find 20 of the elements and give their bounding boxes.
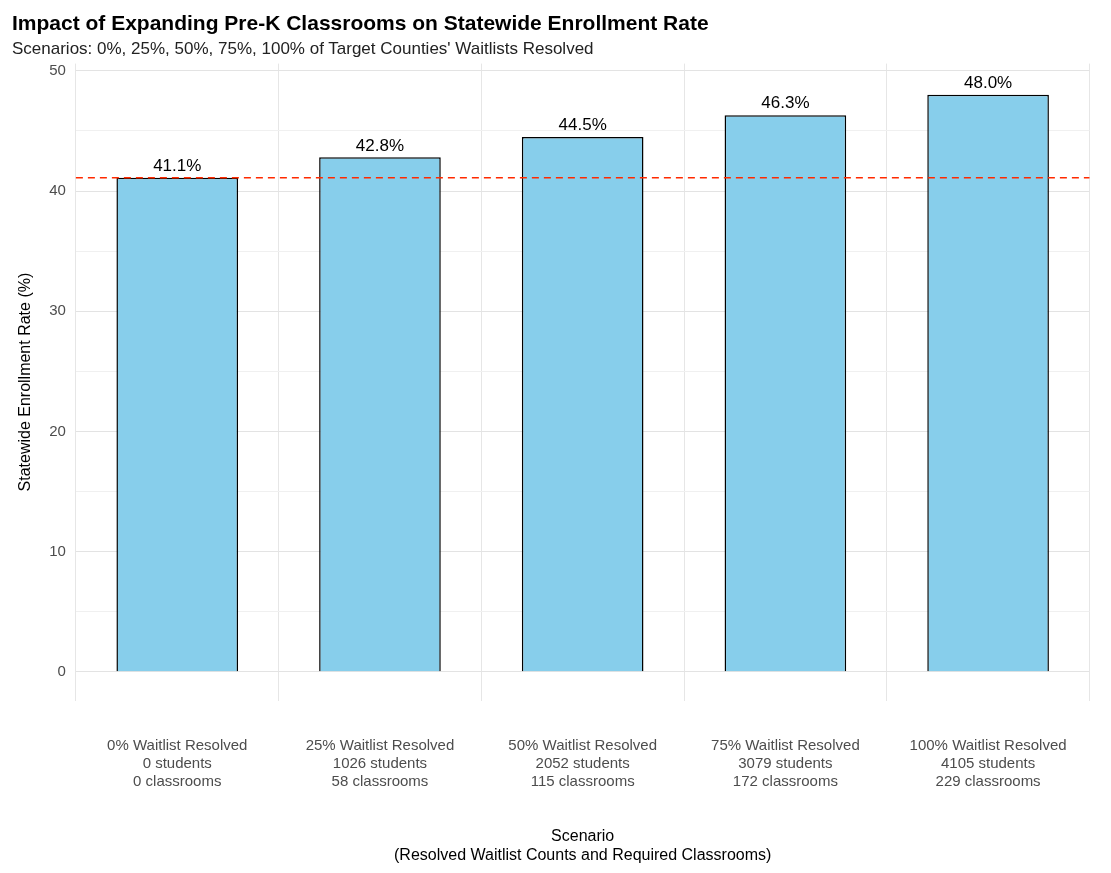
data-label: 46.3%: [761, 93, 810, 113]
y-tick-label: 20: [49, 421, 66, 439]
y-tick-label: 30: [49, 301, 66, 319]
y-axis-title: Statewide Enrollment Rate (%): [16, 272, 34, 492]
y-tick-label: 10: [49, 541, 66, 559]
chart-title: Impact of Expanding Pre-K Classrooms on Statewide Enrollment Rate: [12, 11, 709, 35]
chart-subtitle: Scenarios: 0%, 25%, 50%, 75%, 100% of Target Counties' Waitlists Resolved: [12, 39, 594, 59]
x-tick-label: 100% Waitlist Resolved 4105 students 229 classrooms: [909, 735, 1067, 789]
data-label: 48.0%: [963, 73, 1013, 93]
y-tick-label: 40: [49, 181, 66, 199]
y-tick-label: 0: [57, 661, 66, 679]
x-axis-title: Scenario (Resolved Waitlist Counts and Required Classrooms): [394, 826, 772, 863]
data-label: 41.1%: [153, 155, 202, 175]
x-tick-label: 25% Waitlist Resolved 1026 students 58 classrooms: [305, 735, 455, 789]
x-tick-label: 75% Waitlist Resolved 3079 students 172 classrooms: [711, 735, 860, 789]
data-label: 44.5%: [558, 115, 607, 135]
data-label: 42.8%: [355, 135, 405, 155]
x-tick-label: 0% Waitlist Resolved 0 students 0 classrooms: [107, 735, 248, 789]
x-tick-label: 50% Waitlist Resolved 2052 students 115 classrooms: [508, 735, 657, 789]
y-tick-label: 50: [49, 60, 66, 78]
